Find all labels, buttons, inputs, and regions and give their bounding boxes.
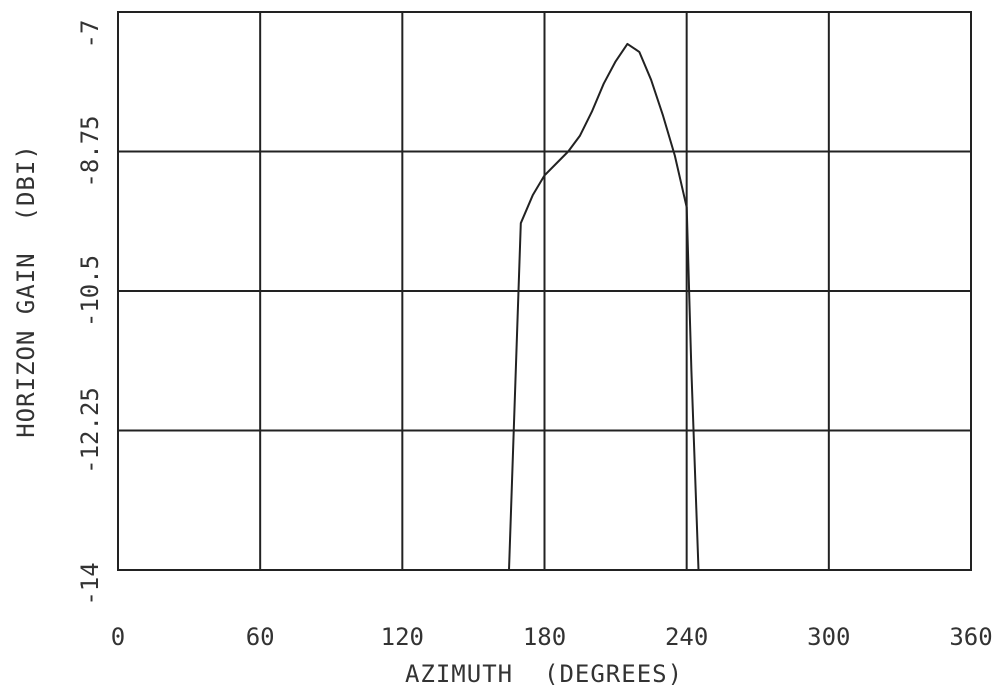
x-tick-label: 300 bbox=[807, 623, 850, 651]
y-tick-label: -10.5 bbox=[76, 255, 104, 327]
y-tick-label: -14 bbox=[76, 562, 104, 605]
y-tick-label: -8.75 bbox=[76, 115, 104, 187]
x-tick-labels: 0 60 120 180 240 300 360 bbox=[111, 623, 993, 651]
x-tick-label: 180 bbox=[523, 623, 566, 651]
x-tick-label: 120 bbox=[381, 623, 424, 651]
y-tick-label: -12.25 bbox=[76, 387, 104, 474]
y-tick-label: -7 bbox=[76, 20, 104, 49]
plot-frame bbox=[117, 11, 972, 571]
x-tick-label: 240 bbox=[665, 623, 708, 651]
x-axis-title: AZIMUTH (DEGREES) bbox=[405, 660, 683, 688]
x-tick-label: 60 bbox=[246, 623, 275, 651]
y-axis-title: HORIZON GAIN (DBI) bbox=[12, 144, 40, 438]
grid bbox=[118, 12, 971, 570]
x-tick-label: 360 bbox=[949, 623, 992, 651]
y-tick-labels: -14 -12.25 -10.5 -8.75 -7 bbox=[76, 20, 104, 606]
x-tick-label: 0 bbox=[111, 623, 125, 651]
series-group bbox=[508, 42, 700, 571]
series-line bbox=[508, 42, 700, 571]
